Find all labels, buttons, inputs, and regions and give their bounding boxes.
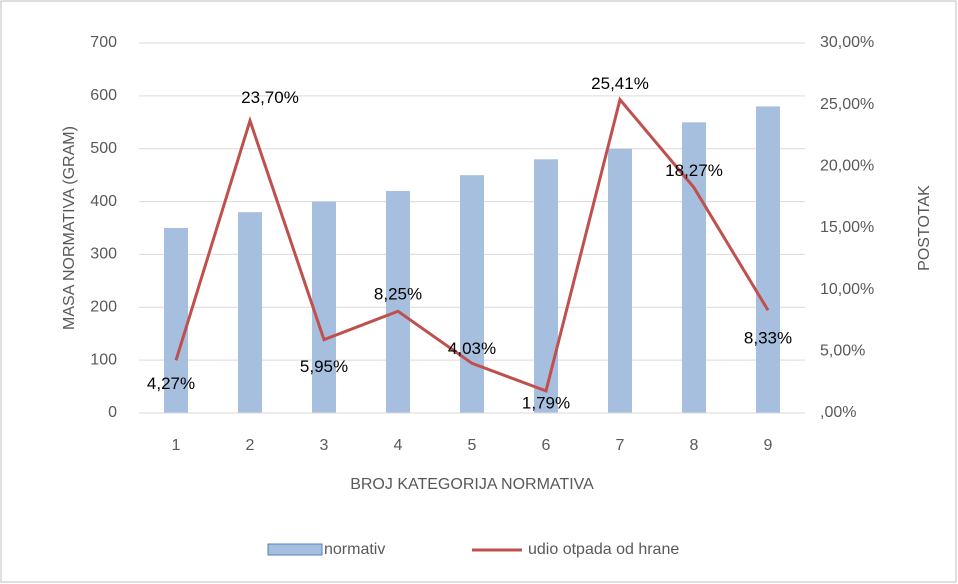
- data-label: 8,25%: [374, 285, 422, 304]
- y-tick-label: 400: [90, 193, 117, 210]
- data-label: 1,79%: [522, 393, 570, 412]
- y2-tick-label: 30,00%: [820, 34, 874, 51]
- bar: [164, 228, 188, 413]
- bar: [386, 191, 410, 413]
- y-tick-label: 500: [90, 140, 117, 157]
- bar: [756, 106, 780, 413]
- y-tick-label: 600: [90, 87, 117, 104]
- y-tick-label: 700: [90, 34, 117, 51]
- y-tick-label: 200: [90, 299, 117, 316]
- data-label: 4,27%: [147, 374, 195, 393]
- data-label: 25,41%: [591, 74, 649, 93]
- data-label: 5,95%: [300, 357, 348, 376]
- bar: [460, 175, 484, 413]
- x-tick-label: 9: [764, 437, 773, 454]
- x-tick-label: 8: [690, 437, 699, 454]
- bar: [608, 148, 632, 413]
- y2-tick-label: 20,00%: [820, 158, 874, 175]
- bar: [238, 212, 262, 413]
- y2-tick-label: ,00%: [820, 404, 856, 421]
- x-tick-label: 6: [542, 437, 551, 454]
- y-tick-label: 300: [90, 246, 117, 263]
- data-label: 23,70%: [241, 88, 299, 107]
- x-tick-label: 7: [616, 437, 625, 454]
- legend-swatch: [267, 543, 323, 556]
- data-label: 18,27%: [665, 161, 723, 180]
- data-label: 4,03%: [448, 339, 496, 358]
- bar: [312, 201, 336, 413]
- y2-tick-label: 10,00%: [820, 281, 874, 298]
- y2-tick-label: 5,00%: [820, 343, 865, 360]
- legend-label: normativ: [324, 541, 385, 558]
- y-axis-title: MASA NORMATIVA (GRAM): [61, 126, 78, 330]
- x-tick-label: 3: [320, 437, 329, 454]
- x-tick-label: 4: [394, 437, 403, 454]
- y-tick-label: 0: [108, 404, 117, 421]
- x-tick-label: 1: [172, 437, 181, 454]
- y-tick-label: 100: [90, 351, 117, 368]
- legend-label: udio otpada od hrane: [528, 541, 679, 558]
- bar: [682, 122, 706, 414]
- y2-axis-title: POSTOTAK: [916, 185, 933, 271]
- y2-tick-label: 15,00%: [820, 219, 874, 236]
- line: [174, 96, 770, 393]
- x-tick-label: 5: [468, 437, 477, 454]
- data-label: 8,33%: [744, 329, 792, 348]
- x-axis-title: BROJ KATEGORIJA NORMATIVA: [350, 476, 594, 493]
- x-tick-label: 2: [246, 437, 255, 454]
- bar: [534, 159, 558, 413]
- y2-tick-label: 25,00%: [820, 96, 874, 113]
